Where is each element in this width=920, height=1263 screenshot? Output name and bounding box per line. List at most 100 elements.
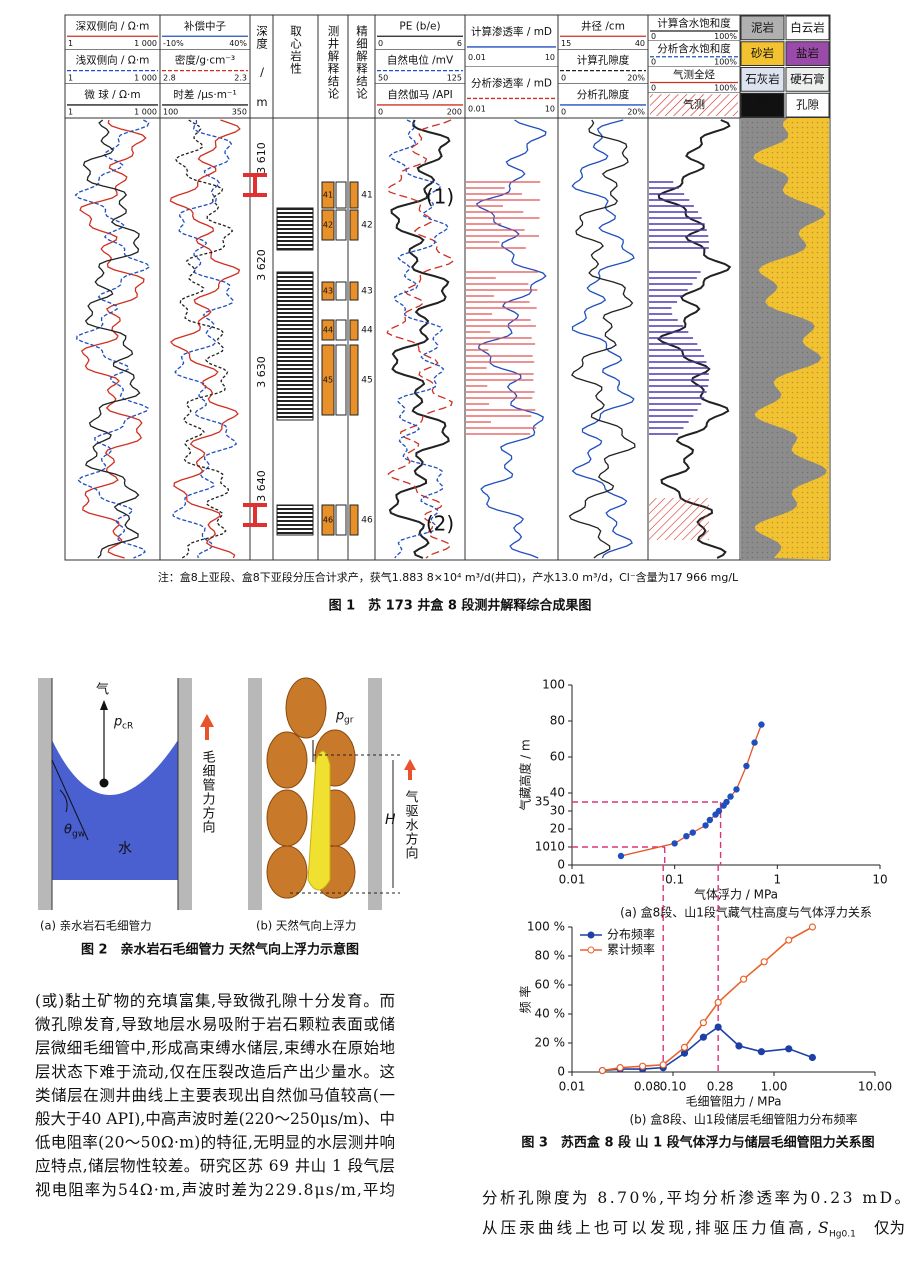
y-tick-label: 30 <box>550 804 565 818</box>
y-tick-label: 60 <box>550 750 565 764</box>
track-max: 40 <box>635 39 645 48</box>
y-tick-label: 100 <box>542 678 565 692</box>
x-tick-label: 0.01 <box>559 1080 586 1094</box>
legend-label: 泥岩 <box>751 20 774 34</box>
track-name: 微 球 / Ω·m <box>84 88 140 101</box>
depth-label: 3 640 <box>255 470 268 502</box>
zone-number: 44 <box>361 326 373 336</box>
arrow-head <box>100 700 108 710</box>
fit-curve <box>620 724 763 857</box>
track-max: 6 <box>457 39 462 48</box>
track-name: 自然电位 /mV <box>387 54 454 67</box>
track-name: 分析含水饱和度 <box>657 42 731 55</box>
paragraph-line: 类储层在测井曲线上主要表现出自然伽马值较高(一 <box>35 1086 395 1104</box>
track-max: 200 <box>447 108 462 117</box>
data-point <box>808 1053 817 1062</box>
legend-swatch <box>740 67 785 92</box>
pressure-subscript: cR <box>122 722 133 732</box>
arrow-direction-label: 毛细管力方向 <box>200 750 216 834</box>
interpretation-zone <box>335 209 347 241</box>
interpretation-zone <box>335 181 347 209</box>
track-max: 1 000 <box>134 39 157 48</box>
track-max: 10 <box>545 53 555 62</box>
log-curve <box>174 119 234 559</box>
figure-caption: 图 1 苏 173 井盒 8 段测井解释综合成果图 <box>329 598 592 614</box>
data-point <box>683 833 690 840</box>
legend-label: 硬石膏 <box>790 72 825 86</box>
legend-label: 白云岩 <box>790 20 825 34</box>
angle-symbol: θ <box>64 823 72 838</box>
fine-zone <box>349 319 359 341</box>
data-point <box>785 1045 793 1053</box>
log-curve <box>74 119 151 559</box>
data-point <box>617 852 625 860</box>
paragraph-line: 仅为 <box>874 1219 905 1237</box>
track-min: 0 <box>561 73 566 82</box>
core-lithology <box>276 504 314 536</box>
y-tick-label: 20 % <box>535 1036 566 1050</box>
legend-label: 砂岩 <box>751 46 774 60</box>
data-point <box>743 762 750 770</box>
data-point <box>699 1019 708 1027</box>
y-axis-title: 频 率 <box>518 986 533 1014</box>
paragraph-line: 层状态下难于流动,仅在压裂改造后产出少量水。这 <box>35 1063 395 1081</box>
x-tick-label: 10 <box>872 873 887 887</box>
data-point <box>739 975 748 983</box>
column-title: 测井解释结论 <box>327 25 341 100</box>
data-point <box>680 1049 689 1057</box>
track-name: 深双侧向 / Ω·m <box>76 19 150 32</box>
legend-marker <box>587 931 595 939</box>
zone-number: 44 <box>323 326 333 335</box>
grain <box>266 789 308 847</box>
reference-label: 0.08 <box>634 1080 661 1094</box>
figure-2: 气 p cR θ gw 水 毛细管力方向 (a) 亲水岩石毛细管力 p gr H… <box>38 677 418 958</box>
data-point <box>616 1064 624 1072</box>
perforation-marker <box>243 503 267 527</box>
data-point <box>808 923 817 931</box>
track-max: 10 <box>545 105 555 114</box>
data-point <box>751 739 758 746</box>
legend-marker <box>587 946 595 954</box>
hatch-swatch <box>650 94 738 116</box>
paragraph-line: 低电阻率(20～50Ω·m)的特征,无明显的水层测井响 <box>35 1134 395 1152</box>
data-point <box>733 786 740 793</box>
track-min: -10% <box>163 39 184 48</box>
grain <box>285 677 327 739</box>
log-curve <box>657 119 732 559</box>
data-point <box>758 721 765 728</box>
track-min: 1 <box>68 39 73 48</box>
track-name: PE (b/e) <box>399 20 440 32</box>
track-name: 自然伽马 /API <box>387 88 453 101</box>
track-min: 0 <box>561 108 566 117</box>
y-tick-label: 0 <box>557 858 565 872</box>
track-name: 密度/g·cm⁻³ <box>175 54 235 67</box>
data-point <box>706 816 714 824</box>
gas-show <box>649 498 709 540</box>
track-max: 100% <box>714 83 737 92</box>
fine-zone <box>349 281 359 301</box>
body-text-left: (或)黏土矿物的充填富集,导致微孔隙十分发育。而微孔隙发育,导致地层水易吸附于岩… <box>35 992 395 1199</box>
paragraph-line: 应特点,储层物性较差。研究区苏 69 井山 1 段气层 <box>35 1156 395 1175</box>
y-tick-label: 100 % <box>527 920 565 934</box>
figure-caption: 图 3 苏西盒 8 段 山 1 段气体浮力与储层毛细管阻力关系图 <box>521 1135 874 1151</box>
legend-swatch <box>785 92 830 118</box>
log-curve <box>172 119 238 559</box>
interpretation-zone <box>335 344 347 416</box>
log-curve <box>388 119 451 559</box>
core-lithology <box>276 207 314 251</box>
gas-label: 气 <box>96 682 109 698</box>
data-point <box>680 1043 689 1051</box>
reference-label: 35 <box>535 795 550 809</box>
track-min: 0.01 <box>468 105 486 114</box>
log-curve <box>79 119 147 559</box>
legend-swatch <box>785 41 830 66</box>
track-name: 气测全烃 <box>673 68 715 81</box>
legend-label: 孔隙 <box>796 98 819 112</box>
panel-caption: (b) 天然气向上浮力 <box>256 919 356 933</box>
panel-caption: (a) 亲水岩石毛细管力 <box>40 919 152 933</box>
data-point <box>699 1033 708 1041</box>
data-point <box>723 798 730 806</box>
y-tick-label: 80 % <box>535 949 566 963</box>
interval-marker: (1) <box>426 185 454 209</box>
